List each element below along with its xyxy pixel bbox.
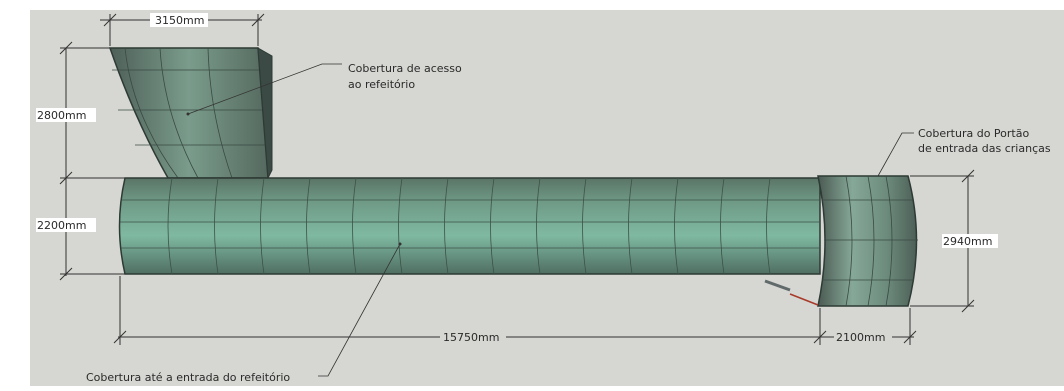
dim-gate-length: 2100mm: [836, 331, 885, 344]
left-margin: [0, 0, 30, 386]
access-cover-label-2: ao refeitório: [348, 78, 415, 91]
dim-corridor-height: 2200mm: [37, 219, 86, 232]
gate-cover-shape: [764, 175, 918, 307]
dim-access-height: 2800mm: [37, 109, 86, 122]
annotations: Cobertura de acesso ao refeitório Cobert…: [86, 62, 1051, 384]
corridor-cover-shape: [118, 177, 821, 275]
corridor-cover-label: Cobertura até a entrada do refeitório: [86, 371, 290, 384]
gate-cover-label-1: Cobertura do Portão: [918, 127, 1029, 140]
dim-gate-height: 2940mm: [943, 235, 992, 248]
dim-top-width: 3150mm: [155, 14, 204, 27]
dim-total-length: 15750mm: [443, 331, 499, 344]
access-cover-label-1: Cobertura de acesso: [348, 62, 462, 75]
leader-lines: [187, 63, 914, 377]
gate-cover-label-2: de entrada das crianças: [918, 142, 1051, 155]
dimension-labels: 3150mm 2800mm 2200mm 2940mm 15750mm 2100…: [36, 13, 998, 344]
